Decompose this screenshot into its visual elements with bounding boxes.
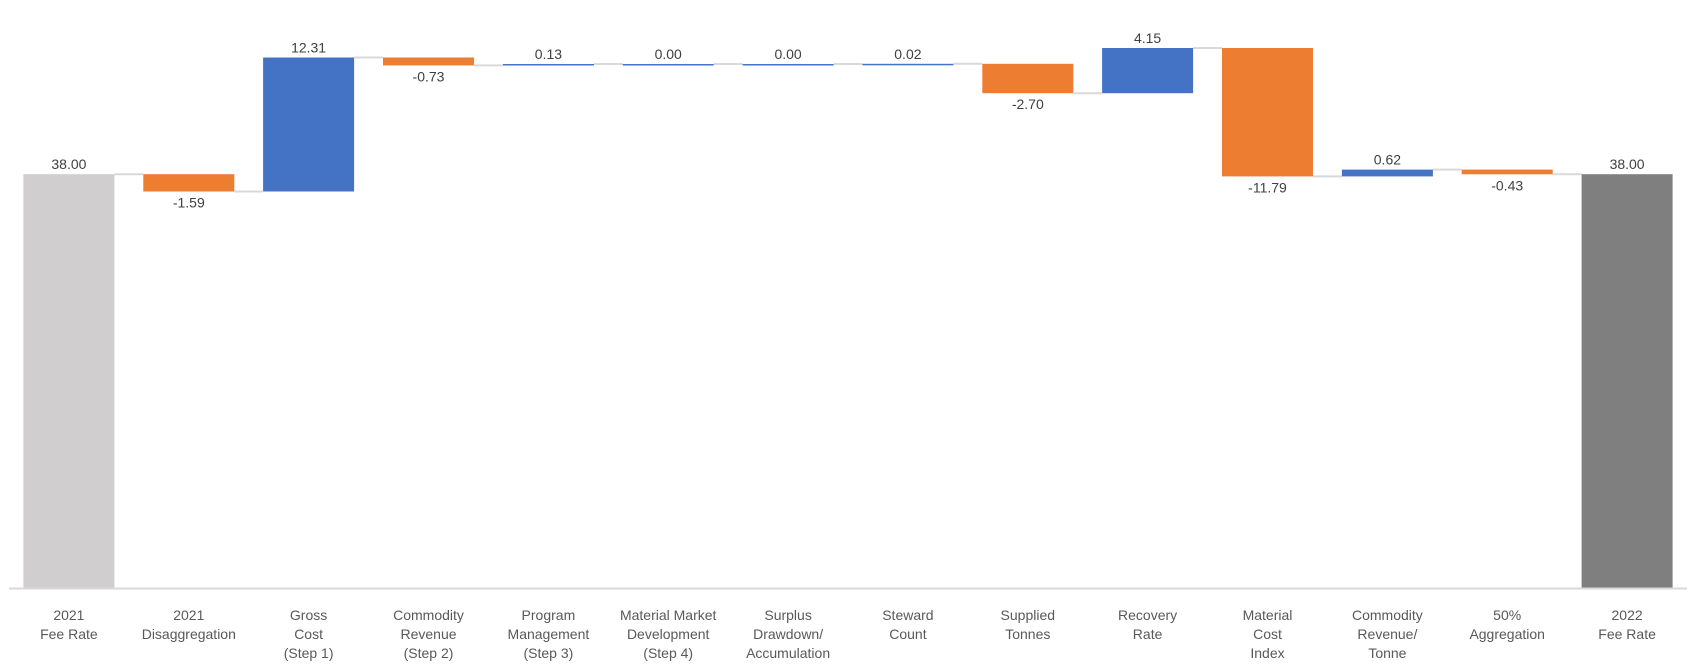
bar-2 <box>263 57 355 192</box>
data-label: 12.31 <box>291 40 326 56</box>
connector-lines <box>114 47 1582 193</box>
category-label: (Step 3) <box>523 645 573 661</box>
data-label: 4.15 <box>1134 30 1161 46</box>
data-label: 0.13 <box>535 46 562 62</box>
category-label: Index <box>1250 645 1284 661</box>
bar-13 <box>1581 174 1673 588</box>
bar-8 <box>982 63 1074 94</box>
data-label: 0.02 <box>894 46 921 62</box>
category-label: 50% <box>1493 607 1521 623</box>
category-label: Drawdown/ <box>753 626 823 642</box>
data-label: -11.79 <box>1248 179 1287 195</box>
data-label: 0.62 <box>1374 152 1401 168</box>
data-label: 38.00 <box>1610 156 1645 172</box>
category-label: Aggregation <box>1469 626 1545 642</box>
category-label: (Step 1) <box>284 645 334 661</box>
category-label: Supplied <box>1001 607 1056 623</box>
category-label: Program <box>522 607 576 623</box>
category-label: Disaggregation <box>142 626 236 642</box>
data-label: -0.43 <box>1491 177 1523 193</box>
bar-12 <box>1461 169 1553 175</box>
category-label: Recovery <box>1118 607 1177 623</box>
category-label: Fee Rate <box>1598 626 1656 642</box>
bar-10 <box>1222 48 1313 177</box>
bar-7 <box>862 63 954 66</box>
category-label: Material Market <box>620 607 717 623</box>
category-label: Cost <box>294 626 323 642</box>
bar-1 <box>143 174 235 192</box>
category-label: 2021 <box>53 607 84 623</box>
category-label: (Step 2) <box>404 645 454 661</box>
bar-5 <box>622 64 714 66</box>
bar-0 <box>23 174 115 588</box>
category-label: Steward <box>882 607 933 623</box>
category-label: Commodity <box>1352 607 1423 623</box>
category-label: Commodity <box>393 607 464 623</box>
bar-6 <box>742 64 834 66</box>
data-label: 0.00 <box>774 46 801 62</box>
category-label: Tonnes <box>1005 626 1050 642</box>
category-label: Development <box>627 626 710 642</box>
category-label: Tonne <box>1368 645 1406 661</box>
category-label: Material <box>1243 607 1293 623</box>
category-label: Cost <box>1253 626 1282 642</box>
bars <box>23 48 1673 588</box>
data-labels: 38.00 -1.59 12.31 -0.73 0.13 0.00 0.00 0.02 -2.7… <box>51 30 1644 211</box>
data-label: 38.00 <box>51 156 86 172</box>
category-label: Accumulation <box>746 645 830 661</box>
data-label: -1.59 <box>173 195 205 211</box>
data-label: -0.73 <box>413 68 445 84</box>
category-label: Revenue <box>400 626 456 642</box>
data-label: -2.70 <box>1012 96 1044 112</box>
category-labels: 2021 Fee Rate 2021 Disaggregation Gross Cost (… <box>40 607 1656 661</box>
bar-11 <box>1341 169 1433 177</box>
category-label: 2021 <box>173 607 204 623</box>
category-label: Count <box>889 626 926 642</box>
category-label: (Step 4) <box>643 645 693 661</box>
data-label: 0.00 <box>655 46 682 62</box>
bar-4 <box>502 64 594 66</box>
bar-9 <box>1102 48 1194 94</box>
category-label: Management <box>508 626 590 642</box>
category-label: Surplus <box>764 607 811 623</box>
category-label: Gross <box>290 607 327 623</box>
category-label: Fee Rate <box>40 626 98 642</box>
category-label: Revenue/ <box>1357 626 1417 642</box>
category-label: 2022 <box>1612 607 1643 623</box>
category-label: Rate <box>1133 626 1163 642</box>
bar-3 <box>383 57 474 66</box>
